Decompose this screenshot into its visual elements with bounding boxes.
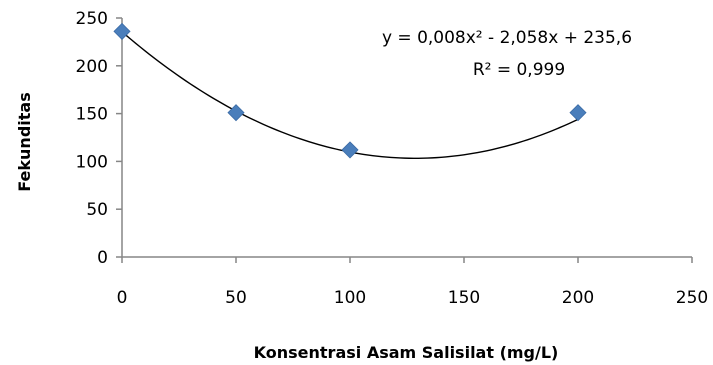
y-axis-title: Fekunditas	[15, 92, 34, 191]
axes	[121, 18, 692, 258]
x-tick-label: 0	[117, 288, 128, 308]
data-point	[341, 141, 359, 159]
data-point	[113, 22, 131, 40]
trendline-r-squared: R² = 0,999	[473, 60, 565, 80]
data-point	[569, 104, 587, 122]
trendline	[121, 31, 579, 159]
y-tick-label: 0	[97, 248, 108, 268]
y-ticks: 0 50 100 150 200 250	[76, 9, 122, 268]
x-ticks: 0 50 100 150 200 250	[117, 257, 708, 308]
x-tick-label: 100	[334, 288, 366, 308]
data-point	[227, 104, 245, 122]
x-tick-label: 150	[448, 288, 480, 308]
points-layer	[113, 22, 587, 159]
trendline-layer	[121, 31, 579, 159]
y-tick-label: 50	[86, 200, 108, 220]
y-tick-label: 200	[76, 57, 108, 77]
y-tick-label: 250	[76, 9, 108, 29]
x-tick-label: 200	[562, 288, 594, 308]
x-tick-label: 50	[225, 288, 247, 308]
x-tick-label: 250	[676, 288, 708, 308]
x-axis-title: Konsentrasi Asam Salisilat (mg/L)	[254, 343, 559, 362]
y-tick-label: 150	[76, 105, 108, 125]
y-tick-label: 100	[76, 152, 108, 172]
trendline-equation: y = 0,008x² - 2,058x + 235,6	[382, 28, 632, 48]
